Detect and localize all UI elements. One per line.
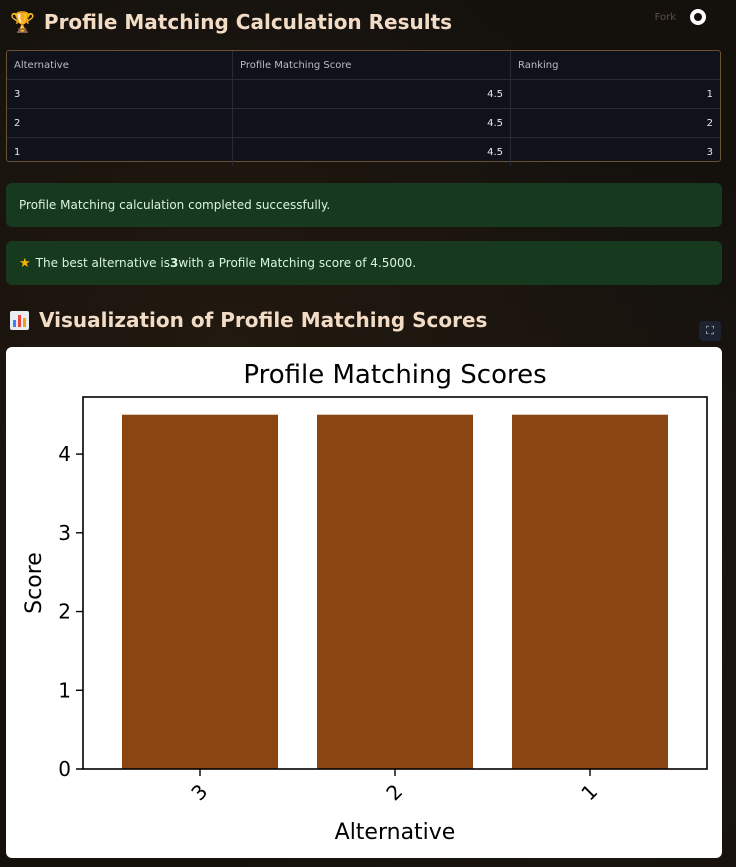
success-message: Profile Matching calculation completed s… [19,198,331,212]
best-alternative-alert: ★ The best alternative is 3 with a Profi… [6,241,722,285]
x-axis-label: Alternative [335,820,456,845]
table-row: 1 4.5 3 [7,138,720,166]
x-tick-label: 2 [381,779,407,805]
trophy-icon: 🏆 [10,10,35,34]
bar-1 [512,414,668,769]
bar-chart: Profile Matching Scores 0 1 2 3 4 3 2 1 Alternati… [22,360,708,845]
y-axis-label: Score [22,552,47,614]
bar-3 [122,414,278,769]
toolbar: Fork [655,9,706,25]
x-tick-label: 1 [576,779,602,805]
results-table: Alternative Profile Matching Score Ranki… [6,50,721,166]
section-header: Visualization of Profile Matching Scores [10,307,487,333]
cell-alternative[interactable]: 1 [7,138,233,166]
table-row: 2 4.5 2 [7,109,720,138]
chart-title: Profile Matching Scores [243,360,546,390]
fork-button[interactable]: Fork [654,11,676,23]
best-prefix: The best alternative is [35,256,170,270]
y-tick-label: 3 [58,521,71,545]
cell-score[interactable]: 4.5 [233,80,511,108]
y-tick-label: 0 [58,757,71,781]
cell-ranking[interactable]: 2 [706,117,713,129]
column-header-ranking[interactable]: Ranking [518,59,559,71]
chart-container: Profile Matching Scores 0 1 2 3 4 3 2 1 Alternati… [6,347,722,858]
cell-ranking[interactable]: 3 [706,146,713,158]
cell-alternative[interactable]: 2 [7,109,233,137]
cell-ranking[interactable]: 1 [706,88,713,100]
expand-icon: ⛶ [706,324,714,337]
best-alternative-value: 3 [169,256,179,270]
github-icon[interactable] [690,9,706,25]
table-row: 3 4.5 1 [7,80,720,109]
star-icon: ★ [19,255,31,271]
cell-alternative[interactable]: 3 [7,80,233,108]
section-title: Visualization of Profile Matching Scores [39,308,488,332]
column-header-score[interactable]: Profile Matching Score [233,51,511,79]
page-title: Profile Matching Calculation Results [43,10,453,34]
best-suffix: with a Profile Matching score of 4.5000. [178,256,417,270]
bar-chart-icon [10,310,29,330]
y-tick-label: 1 [58,678,71,702]
table-header-row: Alternative Profile Matching Score Ranki… [7,51,720,80]
fullscreen-button[interactable]: ⛶ [699,321,721,341]
column-header-alternative[interactable]: Alternative [7,51,233,79]
page-header: 🏆 Profile Matching Calculation Results [10,8,452,36]
cell-score[interactable]: 4.5 [233,109,511,137]
x-tick-label: 3 [186,779,212,805]
success-alert: Profile Matching calculation completed s… [6,183,722,227]
bar-2 [317,414,473,769]
cell-score[interactable]: 4.5 [233,138,511,166]
y-tick-label: 2 [58,600,71,624]
y-tick-label: 4 [58,442,71,466]
